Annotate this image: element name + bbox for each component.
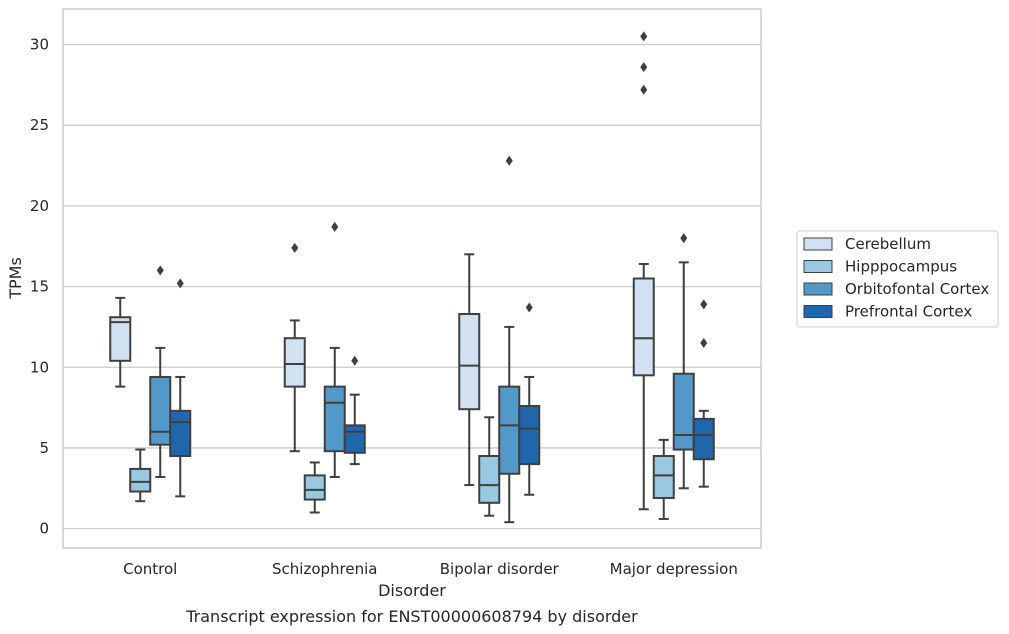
box [129,448,152,503]
legend-entry-label: Hipppocampus [845,258,957,276]
box [323,221,346,478]
box [652,438,675,520]
box-iqr [169,409,192,458]
box-iqr [343,424,366,454]
outlier-point [640,31,648,42]
box-plot-series [109,31,715,524]
outlier-point [291,242,299,253]
x-tick-label: Major depression [610,560,738,578]
box [169,278,192,498]
x-tick-label: Control [123,560,177,578]
box [632,31,655,511]
y-tick-label: 10 [30,358,49,376]
box-iqr [632,277,655,377]
y-tick-label: 20 [30,197,49,215]
y-tick-label: 25 [30,116,49,134]
y-tick-label: 0 [39,520,49,538]
box [458,253,481,487]
legend-frame [796,230,999,328]
box-iqr [149,375,172,446]
outlier-point [525,302,533,313]
box-iqr [652,455,675,499]
box [343,355,366,466]
box [109,296,132,388]
box [692,299,715,488]
box [478,416,501,517]
box [149,265,172,478]
outlier-point [700,299,708,310]
x-tick-label: Schizophrenia [272,560,377,578]
plot-area-frame [62,8,762,549]
outlier-point [640,62,648,73]
outlier-point [700,338,708,349]
outlier-point [176,278,184,289]
y-tick-label: 5 [39,439,49,457]
box [498,155,521,524]
legend-swatch [803,282,833,296]
legend-swatch [803,237,833,251]
outlier-point [156,265,164,276]
box-iqr [672,372,695,451]
box [283,242,306,453]
legend-entry-label: Prefrontal Cortex [845,303,972,321]
box-iqr [498,385,521,475]
y-tick-label: 30 [30,36,49,54]
box [303,461,326,514]
box-iqr [518,404,541,466]
y-tick-label: 15 [30,278,49,296]
box-iqr [692,417,715,461]
legend-entry-label: Cerebellum [845,235,931,253]
box-iqr [283,337,306,388]
outlier-point [640,84,648,95]
x-tick-labels: Control Schizophrenia Bipolar disorder Majo… [123,560,738,578]
y-axis-label: TPMs [6,257,25,300]
box-iqr [458,313,481,411]
legend-swatch [803,260,833,273]
legend-entry-label: Orbitofontal Cortex [845,280,989,298]
outlier-point [331,221,339,232]
chart-caption: Transcript expression for ENST0000060879… [185,607,638,626]
x-tick-label: Bipolar disorder [440,560,560,578]
x-axis-label: Disorder [378,581,446,600]
box-iqr [478,455,501,504]
box [672,233,695,490]
outlier-point [680,233,688,244]
legend: Cerebellum Hipppocampus Orbitofontal Corte… [796,230,999,328]
y-tick-labels: 0 5 10 15 20 25 30 [30,36,49,538]
outlier-point [351,355,359,366]
outlier-point [505,155,513,166]
legend-swatch [803,305,833,318]
box-iqr [129,467,152,493]
box-iqr [109,316,132,362]
box-iqr [323,385,346,453]
box-iqr [303,474,326,501]
box [518,302,541,496]
